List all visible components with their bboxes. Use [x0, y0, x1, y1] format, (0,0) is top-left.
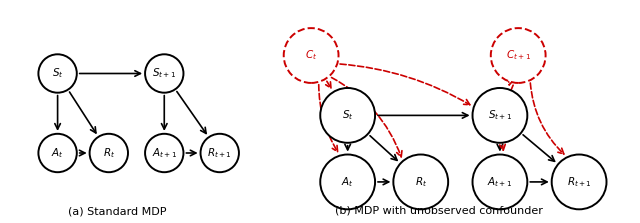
Ellipse shape [284, 28, 339, 83]
Ellipse shape [394, 155, 448, 209]
Text: $A_{t}$: $A_{t}$ [51, 146, 64, 160]
Ellipse shape [552, 155, 607, 209]
Ellipse shape [320, 88, 375, 143]
Ellipse shape [491, 28, 545, 83]
Text: $S_{t}$: $S_{t}$ [52, 67, 63, 81]
Text: $S_{t+1}$: $S_{t+1}$ [488, 109, 512, 122]
Ellipse shape [90, 134, 128, 172]
Text: $R_{t+1}$: $R_{t+1}$ [566, 175, 591, 189]
Text: (b) MDP with unobserved confounder: (b) MDP with unobserved confounder [335, 205, 543, 215]
Text: $R_{t}$: $R_{t}$ [102, 146, 115, 160]
Ellipse shape [472, 155, 527, 209]
Text: $C_{t}$: $C_{t}$ [305, 49, 317, 62]
Text: $R_{t+1}$: $R_{t+1}$ [207, 146, 232, 160]
Ellipse shape [200, 134, 239, 172]
Ellipse shape [38, 54, 77, 93]
Text: $A_{t}$: $A_{t}$ [341, 175, 354, 189]
Text: $S_{t+1}$: $S_{t+1}$ [152, 67, 177, 81]
Ellipse shape [472, 88, 527, 143]
Text: $A_{t+1}$: $A_{t+1}$ [487, 175, 513, 189]
Text: $C_{t+1}$: $C_{t+1}$ [506, 49, 531, 62]
Ellipse shape [145, 54, 184, 93]
Text: $R_{t}$: $R_{t}$ [415, 175, 427, 189]
Text: $S_{t}$: $S_{t}$ [342, 109, 353, 122]
Ellipse shape [145, 134, 184, 172]
Text: (a) Standard MDP: (a) Standard MDP [68, 207, 166, 217]
Ellipse shape [320, 155, 375, 209]
Text: $A_{t+1}$: $A_{t+1}$ [152, 146, 177, 160]
Ellipse shape [38, 134, 77, 172]
